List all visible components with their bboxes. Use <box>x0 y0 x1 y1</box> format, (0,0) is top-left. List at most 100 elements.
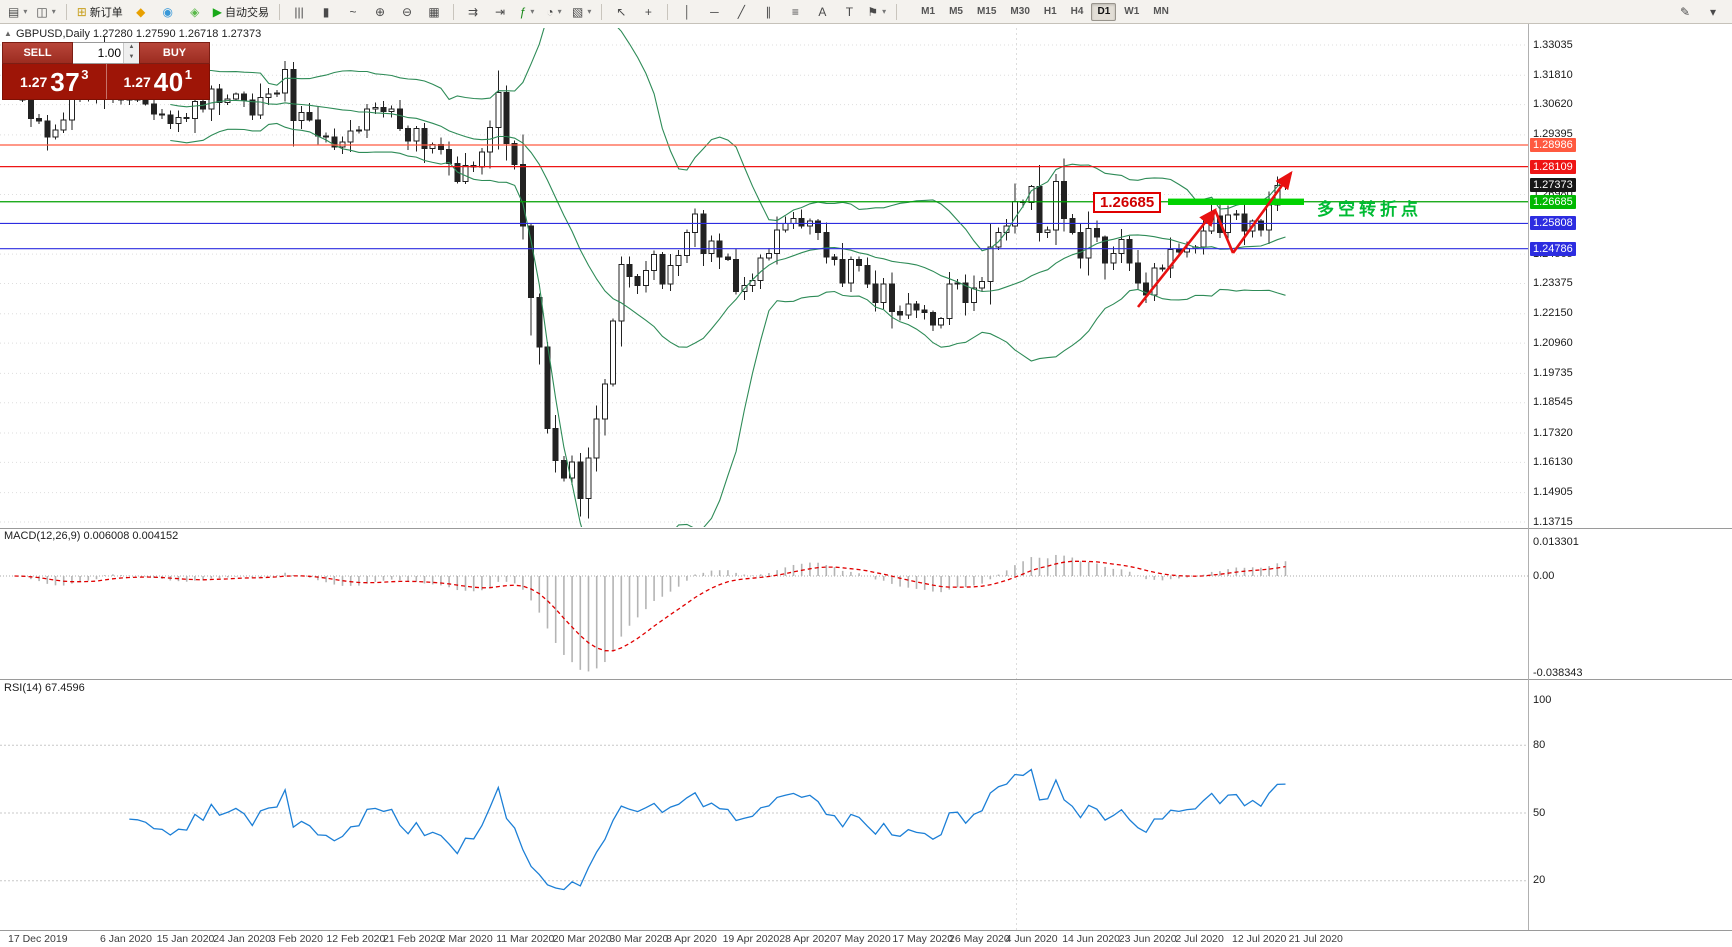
date-axis-label: 11 Mar 2020 <box>496 933 555 945</box>
buy-price: 1.27 40 1 <box>107 64 210 99</box>
price-axis-label: 1.29395 <box>1533 128 1573 141</box>
pullback-line[interactable] <box>1213 209 1235 254</box>
timeframe-m5[interactable]: M5 <box>949 5 963 17</box>
chevron-down-icon: ▾ <box>51 7 56 16</box>
pivot-band[interactable] <box>1168 198 1304 205</box>
autotrading-button-label: 自动交易 <box>225 6 270 19</box>
community-button[interactable]: ◈ <box>182 1 208 22</box>
date-axis-label: 4 Jun 2020 <box>1005 933 1058 945</box>
toolbar-right-group: ✎ ▾ <box>1672 1 1728 22</box>
toolbar: ▤ ▾ ◫ ▾ ⊞ 新订单 ◆ ◉ ◈ ▶ 自动交易 ||| ▮ ~ ⊕ ⊖ ▦ ⇉ ⇥ ƒ ▾ ◔ ▾ ▧ ▾ ↖ + │ ─ ╱ ∥ ≡ A… <box>0 0 1732 24</box>
candles-layer <box>11 36 1289 519</box>
edit-toolbar-button[interactable]: ✎ <box>1679 4 1691 19</box>
price-flag-pivot: 1.26685 <box>1530 194 1576 209</box>
chart-shift-button[interactable]: ⇥ <box>487 1 513 22</box>
text-button[interactable]: A <box>809 1 835 22</box>
timeframe-m30[interactable]: M30 <box>1010 5 1030 17</box>
rsi-line <box>129 768 1286 891</box>
candlestick-chart-button[interactable]: ▮ <box>313 1 339 22</box>
rsi-scale-label: 20 <box>1533 874 1546 887</box>
turning-point-text[interactable]: 多空转折点 <box>1317 200 1422 219</box>
price-axis-label: 1.30620 <box>1533 98 1573 111</box>
mql5-market-icon: ◆ <box>136 4 146 19</box>
macd-scale-label: 0.00 <box>1533 569 1555 582</box>
arrows-button[interactable]: ⚑ ▾ <box>863 1 890 22</box>
horizontal-lines <box>0 144 1528 250</box>
chevron-down-icon: ▾ <box>23 7 28 16</box>
rsi-header: RSI(14) 67.4596 <box>4 682 85 694</box>
fibonacci-button[interactable]: ≡ <box>782 1 808 22</box>
text-label-button[interactable]: T <box>836 1 862 22</box>
bar-chart-button[interactable]: ||| <box>286 1 312 22</box>
buy-price-point: 1 <box>184 66 192 82</box>
chart-collapse-icon[interactable]: ▲ <box>4 29 12 38</box>
horizontal-line-button[interactable]: ─ <box>701 1 727 22</box>
auto-scroll-button[interactable]: ⇉ <box>460 1 486 22</box>
cursor-icon: ↖ <box>616 4 627 19</box>
price-axis-label: 1.17320 <box>1533 426 1573 439</box>
timeframe-h4[interactable]: H4 <box>1070 5 1084 17</box>
equidistant-channel-icon: ∥ <box>765 4 772 19</box>
cursor-button[interactable]: ↖ <box>608 1 634 22</box>
templates-icon: ▧ <box>572 4 584 19</box>
vertical-line-button[interactable]: │ <box>674 1 700 22</box>
toolbar-separator <box>279 3 281 20</box>
price-axis-label: 1.33035 <box>1533 38 1573 51</box>
volume-input[interactable] <box>73 43 123 63</box>
profiles-icon: ◫ <box>36 4 48 19</box>
price-axis-label: 1.18545 <box>1533 396 1573 409</box>
periods-button[interactable]: ◔ ▾ <box>541 1 567 22</box>
timeframe-h1[interactable]: H1 <box>1043 5 1057 17</box>
volume-box: ▲ ▼ <box>73 42 139 64</box>
macd-layer <box>0 554 1528 672</box>
economic-calendar-icon: ◉ <box>162 4 174 19</box>
up-arrow-1[interactable] <box>1136 207 1217 308</box>
toolbar-collapse-button[interactable]: ▾ <box>1709 4 1717 19</box>
sell-button[interactable]: SELL <box>2 42 73 64</box>
trendline-button[interactable]: ╱ <box>728 1 754 22</box>
panel-separators <box>0 24 1732 931</box>
volume-up-button[interactable]: ▲ <box>124 43 139 53</box>
date-axis-label: 3 Feb 2020 <box>269 933 323 945</box>
up-arrow-2[interactable] <box>1231 170 1293 254</box>
timeframe-m1[interactable]: M1 <box>921 5 936 17</box>
autotrading-button[interactable]: ▶ 自动交易 <box>209 1 273 22</box>
community-icon: ◈ <box>190 4 200 19</box>
timeframe-w1[interactable]: W1 <box>1124 5 1140 17</box>
macd-scale-label: 0.013301 <box>1533 535 1579 548</box>
date-axis-label: 17 Dec 2019 <box>8 933 68 945</box>
date-axis-label: 21 Feb 2020 <box>383 933 442 945</box>
rsi-scale-label: 50 <box>1533 806 1546 819</box>
tile-windows-button[interactable]: ▦ <box>421 1 447 22</box>
price-flag-resistance-lower: 1.28109 <box>1530 159 1576 174</box>
buy-button[interactable]: BUY <box>139 42 210 64</box>
templates-button[interactable]: ▧ ▾ <box>568 1 595 22</box>
sell-price-big-figure: 1.27 <box>20 74 48 90</box>
timeframe-d1[interactable]: D1 <box>1091 2 1117 21</box>
new-order-button[interactable]: ⊞ 新订单 <box>73 1 127 22</box>
fibonacci-icon: ≡ <box>791 4 799 19</box>
zoom-in-button[interactable]: ⊕ <box>367 1 393 22</box>
periods-icon: ◔ <box>546 4 554 19</box>
zoom-out-button[interactable]: ⊖ <box>394 1 420 22</box>
indicators-button[interactable]: ƒ ▾ <box>514 1 540 22</box>
volume-down-button[interactable]: ▼ <box>124 53 139 63</box>
timeframe-m15[interactable]: M15 <box>976 5 997 17</box>
new-chart-button[interactable]: ▤ ▾ <box>4 1 31 22</box>
macd-scale-label: -0.038343 <box>1533 667 1583 680</box>
text-icon: A <box>818 4 827 19</box>
line-chart-button[interactable]: ~ <box>340 1 366 22</box>
price-axis-label: 1.14905 <box>1533 486 1573 499</box>
text-label-icon: T <box>845 4 854 19</box>
mql5-market-button[interactable]: ◆ <box>128 1 154 22</box>
date-axis-label: 2 Jul 2020 <box>1175 933 1224 945</box>
crosshair-button[interactable]: + <box>635 1 661 22</box>
timeframe-mn[interactable]: MN <box>1153 5 1169 17</box>
pivot-price-flag[interactable]: 1.26685 <box>1093 192 1162 213</box>
date-axis-label: 6 Jan 2020 <box>100 933 152 945</box>
date-axis-label: 23 Jun 2020 <box>1118 933 1177 945</box>
economic-calendar-button[interactable]: ◉ <box>155 1 181 22</box>
profiles-button[interactable]: ◫ ▾ <box>32 1 59 22</box>
macd-header: MACD(12,26,9) 0.006008 0.004152 <box>4 530 179 542</box>
equidistant-channel-button[interactable]: ∥ <box>755 1 781 22</box>
